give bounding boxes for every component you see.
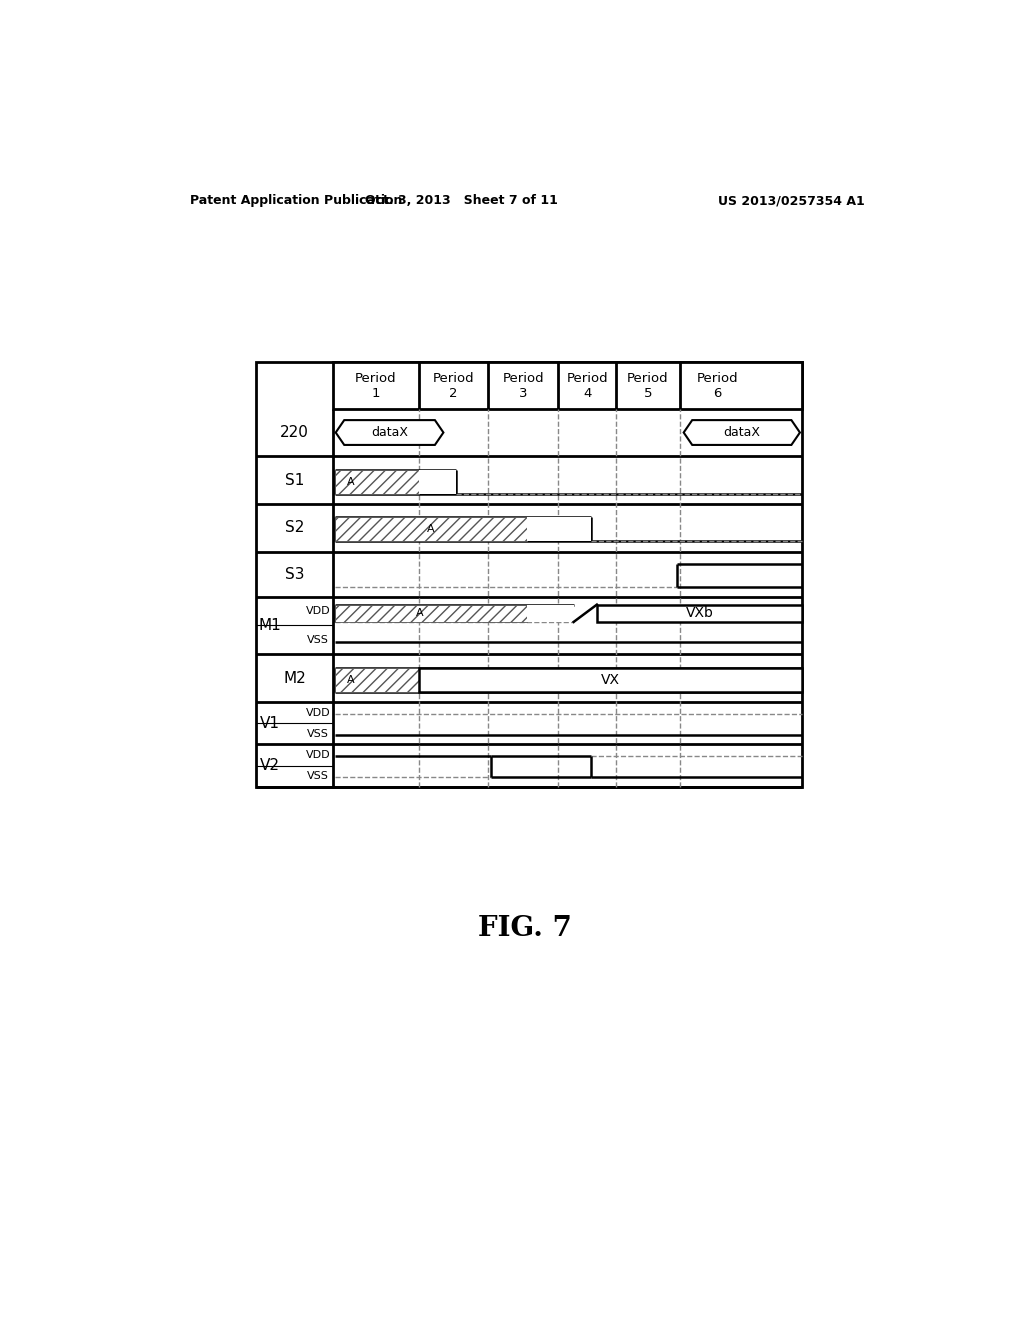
Text: VX: VX xyxy=(601,673,620,686)
Text: Oct. 3, 2013   Sheet 7 of 11: Oct. 3, 2013 Sheet 7 of 11 xyxy=(365,194,558,207)
Text: A: A xyxy=(346,477,354,487)
Text: S2: S2 xyxy=(285,520,304,536)
Text: V2: V2 xyxy=(260,758,280,774)
Text: Period
3: Period 3 xyxy=(503,371,544,400)
Bar xyxy=(335,605,527,622)
Text: VDD: VDD xyxy=(305,708,330,718)
Text: Period
2: Period 2 xyxy=(433,371,474,400)
Bar xyxy=(527,605,573,622)
Text: S1: S1 xyxy=(285,473,304,488)
Polygon shape xyxy=(336,420,443,445)
Bar xyxy=(419,668,802,692)
Text: FIG. 7: FIG. 7 xyxy=(478,915,571,942)
Text: VSS: VSS xyxy=(307,771,329,781)
Text: VDD: VDD xyxy=(305,606,330,616)
Polygon shape xyxy=(684,420,800,445)
Bar xyxy=(527,517,591,541)
Text: VSS: VSS xyxy=(307,635,329,645)
Bar xyxy=(335,470,419,494)
Bar xyxy=(256,363,802,787)
Text: V1: V1 xyxy=(260,715,280,731)
Text: VXb: VXb xyxy=(686,606,714,620)
Text: dataX: dataX xyxy=(371,426,408,440)
Text: dataX: dataX xyxy=(723,426,760,440)
Text: 220: 220 xyxy=(281,425,309,440)
Text: Period
6: Period 6 xyxy=(697,371,738,400)
Text: M1: M1 xyxy=(258,618,282,632)
Bar xyxy=(597,605,802,622)
Text: A: A xyxy=(346,675,354,685)
Text: Period
4: Period 4 xyxy=(566,371,608,400)
Bar xyxy=(419,470,456,494)
Text: A: A xyxy=(416,609,423,618)
Text: Patent Application Publication: Patent Application Publication xyxy=(190,194,402,207)
Text: Period
1: Period 1 xyxy=(355,371,397,400)
Bar xyxy=(334,363,802,409)
Text: US 2013/0257354 A1: US 2013/0257354 A1 xyxy=(718,194,864,207)
Text: Period
5: Period 5 xyxy=(628,371,669,400)
Text: A: A xyxy=(427,524,435,535)
Text: S3: S3 xyxy=(285,566,304,582)
Text: M2: M2 xyxy=(284,671,306,685)
Bar xyxy=(335,517,527,541)
Text: VDD: VDD xyxy=(305,750,330,760)
Bar xyxy=(335,668,419,692)
Text: VSS: VSS xyxy=(307,729,329,739)
